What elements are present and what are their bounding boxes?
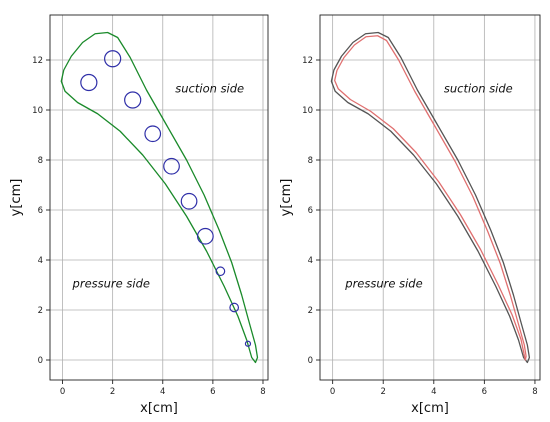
x-tick-label: 2: [381, 387, 386, 397]
cooling-hole-8: [215, 266, 226, 277]
x-tick-label: 8: [532, 387, 537, 397]
y-tick-label: 4: [38, 256, 43, 266]
suction-side-label: suction side: [175, 82, 244, 96]
y-tick-label: 0: [308, 356, 313, 366]
x-tick-label: 6: [482, 387, 487, 397]
y-tick-label: 8: [308, 156, 313, 166]
y-tick-label: 8: [38, 156, 43, 166]
airfoil-outline-0: [330, 31, 531, 364]
cooling-hole-10: [244, 340, 252, 347]
y-tick-label: 6: [308, 206, 313, 216]
y-tick-label: 12: [32, 56, 43, 66]
y-tick-label: 10: [32, 106, 43, 116]
y-axis-label: y[cm]: [9, 179, 24, 217]
cooling-hole-9: [229, 302, 240, 313]
y-tick-label: 12: [302, 56, 313, 66]
pressure-side-label: pressure side: [72, 277, 150, 291]
cooling-hole-6: [180, 192, 198, 210]
suction-side-label: suction side: [444, 82, 513, 96]
plot-frame: [319, 14, 541, 381]
airfoil-outline-0: [60, 31, 259, 364]
y-tick-label: 6: [38, 206, 43, 216]
cooling-hole-3: [124, 91, 142, 109]
plot-frame: [49, 14, 269, 381]
y-tick-label: 4: [308, 256, 313, 266]
cooling-hole-5: [163, 157, 180, 175]
y-tick-label: 0: [38, 356, 43, 366]
x-axis-label: x[cm]: [411, 401, 449, 416]
x-tick-label: 8: [260, 387, 265, 397]
x-tick-label: 0: [330, 387, 335, 397]
pressure-side-label: pressure side: [344, 277, 422, 291]
x-tick-label: 2: [110, 387, 115, 397]
y-tick-label: 10: [302, 106, 313, 116]
y-tick-label: 2: [308, 306, 313, 316]
cooling-hole-4: [144, 125, 162, 143]
x-tick-label: 4: [160, 387, 165, 397]
cooling-hole-1: [80, 73, 98, 92]
right-panel-airfoil-outlines: 0 2 4 6 8 0 2 4 6 8 10 12 x[cm] y[cm] suction side pres…: [279, 14, 541, 416]
left-panel-airfoil-with-cooling-holes: 0 2 4 6 8 0 2 4 6 8 10 12 x[cm] y[cm] suction side pres…: [9, 14, 269, 416]
x-tick-label: 0: [60, 387, 65, 397]
y-tick-label: 2: [38, 306, 43, 316]
x-tick-label: 4: [431, 387, 436, 397]
y-axis-label: y[cm]: [279, 179, 294, 217]
airfoil-outline-1: [334, 35, 527, 361]
cooling-hole-7: [196, 227, 214, 245]
x-tick-label: 6: [210, 387, 215, 397]
x-axis-label: x[cm]: [140, 401, 178, 416]
cooling-hole-2: [104, 50, 122, 68]
